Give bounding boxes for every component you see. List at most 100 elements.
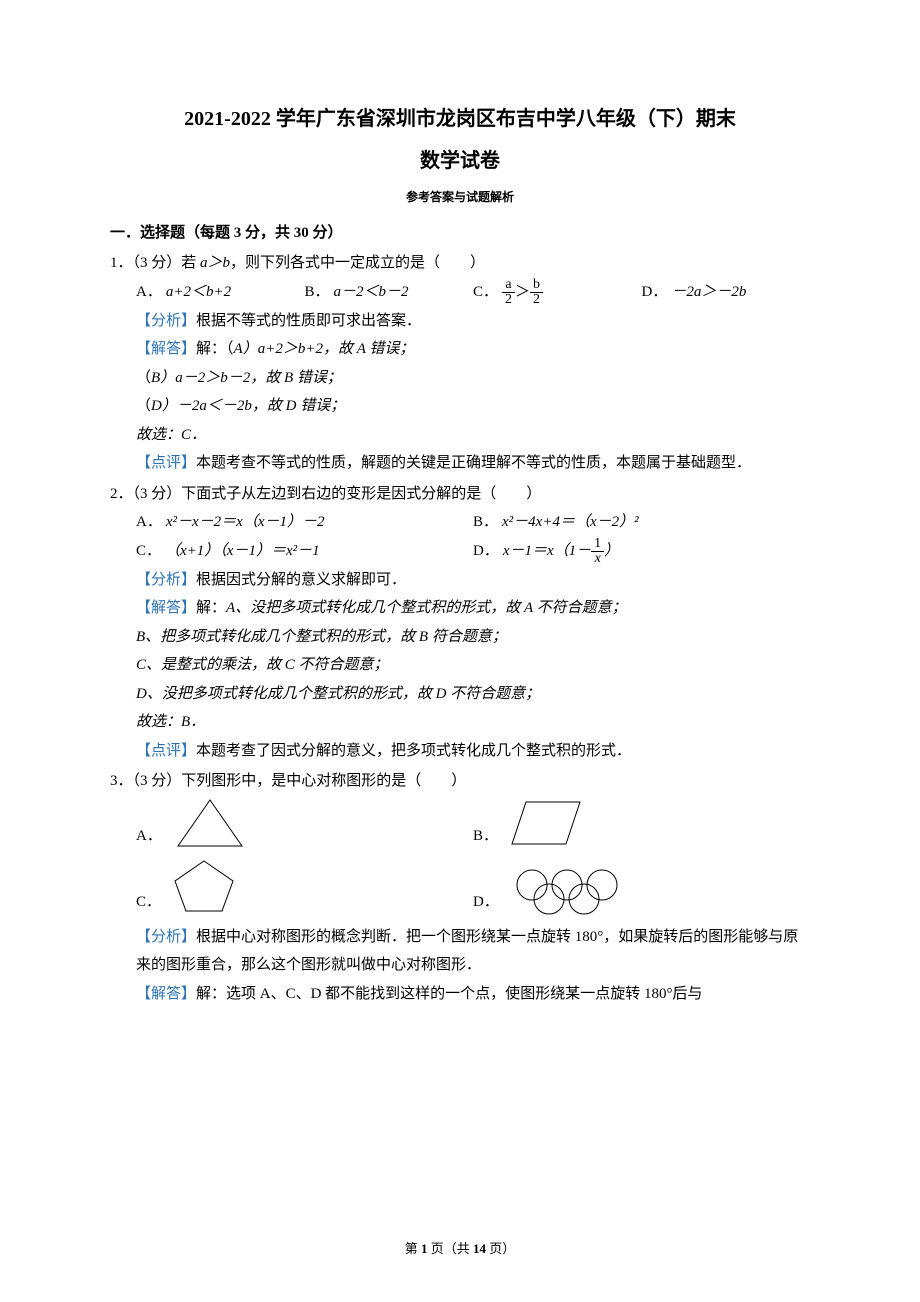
olympic-rings-icon: [507, 867, 657, 917]
q2-options: A． x²－x－2＝x（x－1）－2 B． x²－4x+4＝（x－2）² C． …: [110, 508, 810, 566]
frac-num: 1: [591, 537, 604, 552]
solve-text: 解：选项 A、C、D 都不能找到这样的一个点，使图形绕某一点旋转 180°后与: [196, 986, 702, 1002]
frac-num: a: [502, 278, 515, 293]
op: ＞: [515, 278, 530, 307]
line-a: A、没把多项式转化成几个整式积的形式，故 A 不符合题意；: [226, 600, 627, 616]
q1-review: 【点评】本题考查不等式的性质，解题的关键是正确理解不等式的性质，本题属于基础题型…: [110, 449, 810, 478]
tag: D: [151, 398, 162, 414]
opt-label: D．: [473, 537, 499, 566]
page-subtitle: 数学试卷: [110, 142, 810, 180]
q3-solve: 【解答】解：选项 A、C、D 都不能找到这样的一个点，使图形绕某一点旋转 180…: [110, 980, 810, 1009]
footer-mid: 页（共: [427, 1241, 473, 1256]
review-text: 本题考查不等式的性质，解题的关键是正确理解不等式的性质，本题属于基础题型．: [196, 455, 751, 471]
triangle-icon: [170, 796, 250, 851]
opt-label: B．: [473, 508, 498, 537]
opt-label: C．: [473, 278, 498, 307]
solve-prefix: 解：（: [196, 341, 234, 357]
q2-option-c: C． （x+1）（x－1）＝x²－1: [136, 537, 473, 566]
q1-stem-prefix: 1．（3 分）若: [110, 255, 200, 271]
solve-text: ）a+2＞b+2，故 A 错误；: [243, 341, 415, 357]
q1-final: 故选：C．: [110, 421, 810, 450]
q2-line-d: D、没把多项式转化成几个整式积的形式，故 D 不符合题意；: [110, 680, 810, 709]
opt-label: A．: [136, 822, 162, 851]
analysis-text: 根据因式分解的意义求解即可．: [196, 572, 406, 588]
q3-option-a: A．: [136, 796, 473, 851]
solve-text: ）－2a＜－2b，故 D 错误；: [162, 398, 345, 414]
footer-total: 14: [473, 1241, 486, 1256]
q2-stem: 2．（3 分）下面式子从左边到右边的变形是因式分解的是（ ）: [110, 480, 810, 509]
frac-den: 2: [530, 293, 543, 307]
pentagon-icon: [169, 857, 239, 917]
page-subheader: 参考答案与试题解析: [110, 186, 810, 209]
q3-analysis: 【分析】根据中心对称图形的概念判断．把一个图形绕某一点旋转 180°，如果旋转后…: [110, 923, 810, 980]
q2-option-d: D． x－1＝x（1－1x）: [473, 537, 810, 566]
parallelogram-icon: [506, 796, 586, 851]
fraction: b2: [530, 278, 543, 307]
opt-text: a－2＜b－2: [334, 278, 409, 307]
q2-option-a: A． x²－x－2＝x（x－1）－2: [136, 508, 473, 537]
review-text: 本题考查了因式分解的意义，把多项式转化成几个整式积的形式．: [196, 743, 631, 759]
analysis-text: 根据不等式的性质即可求出答案．: [196, 313, 421, 329]
analysis-text: 根据中心对称图形的概念判断．把一个图形绕某一点旋转 180°，如果旋转后的图形能…: [136, 929, 798, 974]
page-footer: 第 1 页（共 14 页）: [0, 1237, 920, 1262]
q3-option-c: C．: [136, 857, 473, 917]
question-3: 3．（3 分）下列图形中，是中心对称图形的是（ ） A． B． C．: [110, 767, 810, 1008]
fraction: 1x: [591, 537, 604, 566]
solve-label: 【解答】: [136, 600, 196, 616]
opt-label: D．: [473, 888, 499, 917]
opt-label: B．: [305, 278, 330, 307]
frac-den: 2: [502, 293, 515, 307]
opt-label: A．: [136, 508, 162, 537]
q1-option-d: D． －2a＞－2b: [642, 278, 811, 307]
exam-page: 2021-2022 学年广东省深圳市龙岗区布吉中学八年级（下）期末 数学试卷 参…: [0, 0, 920, 1302]
q2-review: 【点评】本题考查了因式分解的意义，把多项式转化成几个整式积的形式．: [110, 737, 810, 766]
q1-option-c: C． a2＞b2: [473, 278, 642, 307]
footer-suffix: 页）: [486, 1241, 515, 1256]
q1-option-a: A． a+2＜b+2: [136, 278, 305, 307]
question-1: 1．（3 分）若 a＞b，则下列各式中一定成立的是（ ） A． a+2＜b+2 …: [110, 249, 810, 478]
q3-option-b: B．: [473, 796, 810, 851]
frac-den: x: [591, 552, 604, 566]
section-header: 一．选择题（每题 3 分，共 30 分）: [110, 219, 810, 248]
analysis-label: 【分析】: [136, 313, 196, 329]
q2-solve: 【解答】解：A、没把多项式转化成几个整式积的形式，故 A 不符合题意；: [110, 594, 810, 623]
q2-line-b: B、把多项式转化成几个整式积的形式，故 B 符合题意；: [110, 623, 810, 652]
footer-prefix: 第: [405, 1241, 421, 1256]
solve-prefix: 解：: [196, 600, 226, 616]
q1-options: A． a+2＜b+2 B． a－2＜b－2 C． a2＞b2 D． －2a＞－2…: [110, 278, 810, 307]
q1-analysis: 【分析】根据不等式的性质即可求出答案．: [110, 307, 810, 336]
opt-text: x²－x－2＝x（x－1）－2: [166, 508, 325, 537]
opt-label: D．: [642, 278, 668, 307]
q3-options: A． B． C． D．: [110, 796, 810, 923]
q2-analysis: 【分析】根据因式分解的意义求解即可．: [110, 566, 810, 595]
review-label: 【点评】: [136, 455, 196, 471]
q2-final: 故选：B．: [110, 708, 810, 737]
fraction: a2: [502, 278, 515, 307]
opt-label: B．: [473, 822, 498, 851]
q1-stem-var: a＞b: [200, 255, 230, 271]
analysis-label: 【分析】: [136, 929, 196, 945]
tag: B: [151, 370, 160, 386]
opt-label: A．: [136, 278, 162, 307]
q2-line-c: C、是整式的乘法，故 C 不符合题意；: [110, 651, 810, 680]
opt-text: （x+1）（x－1）＝x²－1: [165, 537, 320, 566]
q3-option-d: D．: [473, 857, 810, 917]
q1-solve-d: （D）－2a＜－2b，故 D 错误；: [110, 392, 810, 421]
q1-option-b: B． a－2＜b－2: [305, 278, 474, 307]
solve-text: ）a－2＞b－2，故 B 错误；: [160, 370, 342, 386]
opt-suffix: ）: [604, 537, 619, 566]
q1-solve-b: （B）a－2＞b－2，故 B 错误；: [110, 364, 810, 393]
frac-num: b: [530, 278, 543, 293]
solve-label: 【解答】: [136, 341, 196, 357]
opt-text: a+2＜b+2: [166, 278, 231, 307]
opt-label: C．: [136, 888, 161, 917]
opt-prefix: x－1＝x（1－: [503, 537, 591, 566]
tag: A: [234, 341, 243, 357]
opt-text: －2a＞－2b: [671, 278, 746, 307]
page-title: 2021-2022 学年广东省深圳市龙岗区布吉中学八年级（下）期末: [110, 100, 810, 138]
review-label: 【点评】: [136, 743, 196, 759]
analysis-label: 【分析】: [136, 572, 196, 588]
opt-text: x²－4x+4＝（x－2）²: [502, 508, 639, 537]
q3-stem: 3．（3 分）下列图形中，是中心对称图形的是（ ）: [110, 767, 810, 796]
solve-label: 【解答】: [136, 986, 196, 1002]
